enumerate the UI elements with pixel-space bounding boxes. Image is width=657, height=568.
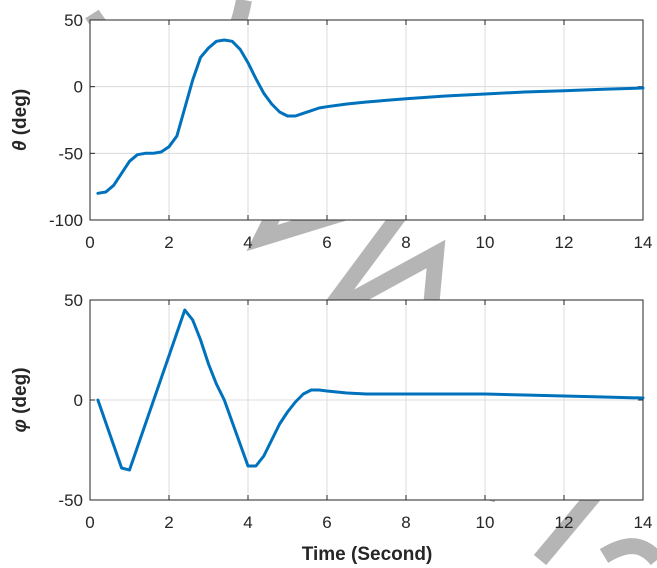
y-axis-symbol: θ bbox=[10, 140, 31, 151]
x-tick-label: 10 bbox=[476, 233, 495, 252]
y-tick-label: -100 bbox=[49, 211, 83, 230]
y-tick-label: 0 bbox=[74, 391, 83, 410]
plot-area bbox=[90, 20, 643, 220]
watermark-stroke-4 bbox=[599, 538, 657, 566]
x-tick-label: 2 bbox=[164, 513, 173, 532]
x-tick-label: 4 bbox=[243, 233, 252, 252]
x-tick-label: 0 bbox=[85, 513, 94, 532]
y-axis-unit: (deg) bbox=[10, 89, 31, 141]
x-tick-label: 10 bbox=[476, 513, 495, 532]
x-tick-label: 8 bbox=[401, 233, 410, 252]
x-tick-label: 14 bbox=[634, 513, 653, 532]
series-line bbox=[96, 308, 645, 472]
y-tick-label: 50 bbox=[64, 291, 83, 310]
x-tick-label: 6 bbox=[322, 233, 331, 252]
x-tick-label: 12 bbox=[555, 513, 574, 532]
y-axis-unit: (deg) bbox=[10, 367, 31, 419]
y-axis-label: θ (deg) bbox=[10, 89, 31, 151]
series-line bbox=[96, 38, 645, 195]
y-axis-label: φ (deg) bbox=[10, 367, 31, 432]
x-tick-label: 2 bbox=[164, 233, 173, 252]
axes-box bbox=[89, 19, 644, 221]
theta-plot: 0 2 4 6 8 10 12 14 -100 -50 0 50 θ (deg) bbox=[10, 11, 652, 252]
y-tick-label: -50 bbox=[58, 491, 83, 510]
x-tick-label: 8 bbox=[401, 513, 410, 532]
y-axis-symbol: φ bbox=[10, 419, 31, 432]
x-tick-label: 14 bbox=[634, 233, 653, 252]
x-tick-label: 0 bbox=[85, 233, 94, 252]
y-tick-label: 0 bbox=[74, 78, 83, 97]
x-tick-label: 6 bbox=[322, 513, 331, 532]
x-axis-label: Time (Second) bbox=[302, 544, 433, 565]
y-tick-label: -50 bbox=[58, 144, 83, 163]
x-tick-label: 12 bbox=[555, 233, 574, 252]
y-tick-label: 50 bbox=[64, 11, 83, 30]
x-tick-label: 4 bbox=[243, 513, 252, 532]
